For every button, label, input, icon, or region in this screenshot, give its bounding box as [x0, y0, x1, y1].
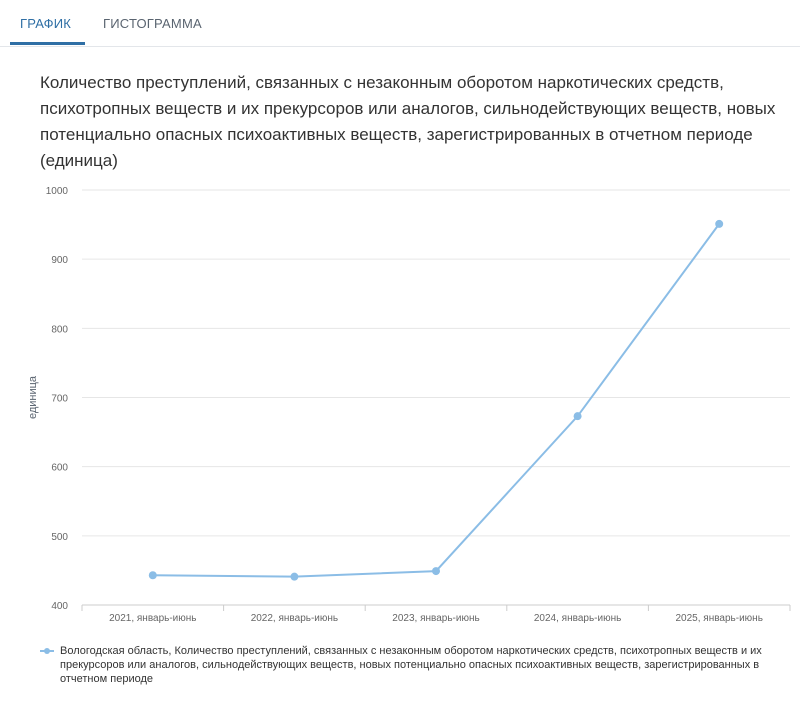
- y-tick-label: 600: [51, 463, 68, 474]
- tab-histogram[interactable]: ГИСТОГРАММА: [103, 16, 202, 31]
- active-tab-indicator: [10, 42, 85, 45]
- x-tick-label: 2022, январь-июнь: [251, 613, 338, 624]
- data-point: [148, 571, 157, 580]
- x-tick-label: 2021, январь-июнь: [109, 613, 196, 624]
- data-point: [432, 567, 440, 576]
- x-tick-label: 2023, январь-июнь: [392, 613, 479, 624]
- chart-title: Количество преступлений, связанных с нез…: [40, 73, 776, 170]
- tab-chart[interactable]: ГРАФИК: [20, 16, 72, 31]
- legend-marker-icon: [40, 648, 54, 654]
- y-tick-label: 500: [51, 532, 68, 543]
- data-point: [715, 219, 724, 228]
- x-tick-label: 2024, январь-июнь: [534, 613, 621, 624]
- y-tick-label: 900: [51, 255, 68, 266]
- y-tick-label: 800: [51, 324, 68, 335]
- series-line: [152, 223, 721, 578]
- y-tick-label: 400: [51, 601, 68, 612]
- y-axis-label: единица: [27, 375, 39, 419]
- y-tick-label: 700: [51, 394, 68, 405]
- data-point: [573, 412, 582, 421]
- legend-label: Вологодская область, Количество преступл…: [60, 645, 762, 685]
- tab-bar: ГРАФИК ГИСТОГРАММА: [0, 0, 800, 47]
- x-tick-label: 2025, январь-июнь: [675, 613, 762, 624]
- line-chart: 1000 900 800 700 600 500 400 2021, январь-июнь 2…: [27, 186, 791, 624]
- y-tick-label: 1000: [46, 186, 69, 197]
- data-point: [290, 572, 299, 581]
